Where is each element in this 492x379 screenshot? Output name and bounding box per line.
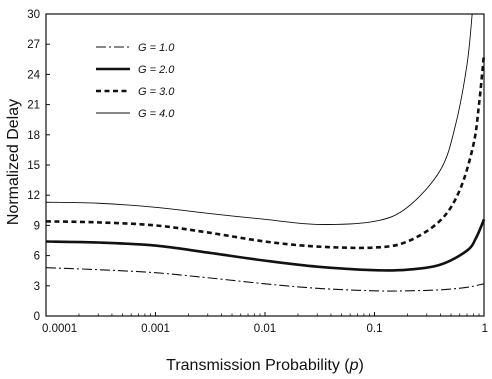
y-tick-label: 27 bbox=[27, 39, 40, 51]
y-tick-label: 15 bbox=[27, 160, 40, 172]
legend-label-4: G = 4.0 bbox=[138, 108, 175, 120]
y-tick-label: 9 bbox=[34, 220, 40, 232]
y-tick-label: 24 bbox=[27, 69, 40, 81]
y-tick-label: 18 bbox=[27, 130, 40, 142]
series-line-1 bbox=[45, 267, 485, 292]
legend-label-1: G = 1.0 bbox=[138, 42, 175, 54]
y-tick-label: 6 bbox=[34, 251, 40, 263]
series-group bbox=[45, 13, 486, 292]
legend: G = 1.0 G = 2.0 G = 3.0 G = 4.0 bbox=[96, 42, 175, 120]
series-line-2 bbox=[45, 218, 486, 272]
legend-label-3: G = 3.0 bbox=[138, 86, 175, 98]
x-tick-label: 1 bbox=[482, 323, 488, 335]
series-line-4 bbox=[45, 13, 473, 225]
x-tick-label: 0.0001 bbox=[42, 323, 77, 335]
x-axis-title: Transmission Probability (p) bbox=[166, 357, 364, 374]
plot-frame bbox=[45, 13, 485, 317]
y-tick-label: 21 bbox=[27, 100, 40, 112]
y-axis-title: Normalized Delay bbox=[5, 99, 22, 225]
x-tick-label: 0.1 bbox=[367, 323, 383, 335]
y-tick-label: 3 bbox=[34, 281, 40, 293]
series-line-3 bbox=[45, 54, 486, 250]
y-tick-label: 12 bbox=[27, 190, 40, 202]
x-tick-label: 0.01 bbox=[254, 323, 276, 335]
x-tick-label: 0.001 bbox=[141, 323, 170, 335]
y-tick-label: 30 bbox=[27, 9, 40, 21]
y-tick-label: 0 bbox=[34, 311, 40, 323]
x-axis: 0.0001 0.001 0.01 0.1 1 bbox=[42, 312, 488, 335]
legend-label-2: G = 2.0 bbox=[138, 64, 175, 76]
y-axis: 0 3 6 9 12 15 18 21 24 27 30 bbox=[27, 9, 50, 323]
